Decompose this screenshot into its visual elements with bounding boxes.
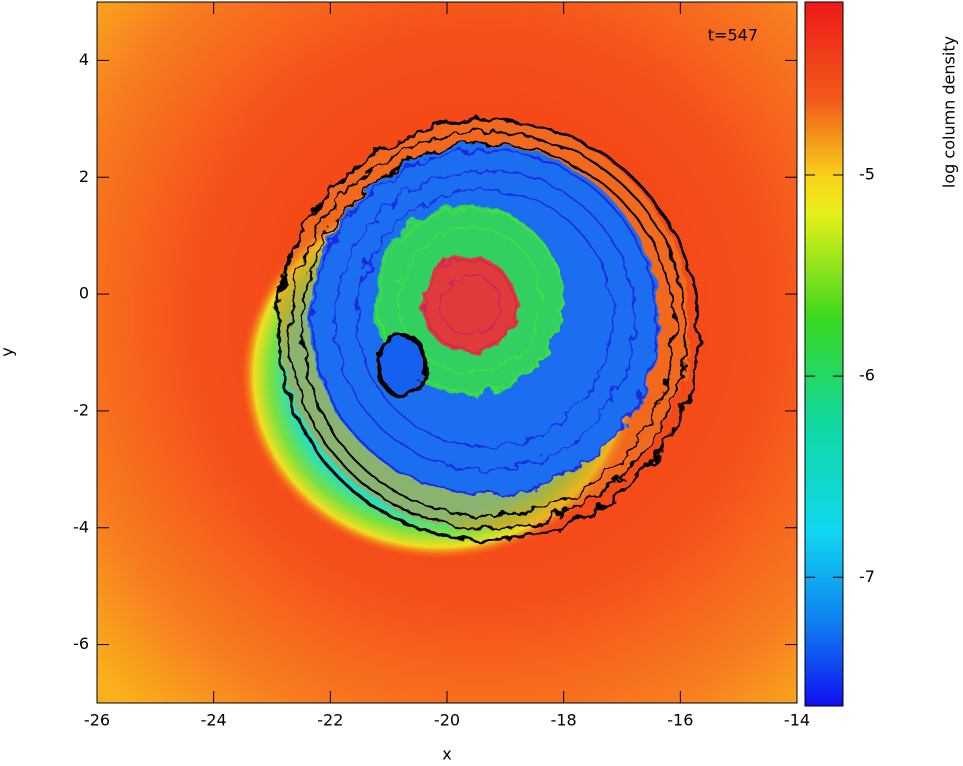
y-tick-label: -4	[73, 517, 89, 536]
density-image	[97, 2, 797, 703]
x-tick-label: -22	[317, 711, 343, 730]
y-axis-label: y	[0, 347, 17, 356]
x-tick-label: -14	[784, 711, 810, 730]
y-tick-label: -2	[73, 400, 89, 419]
x-tick-label: -26	[84, 711, 110, 730]
contours	[276, 118, 700, 542]
x-axis-label: x	[442, 745, 451, 764]
y-tick-label: 2	[79, 167, 89, 186]
y-tick-label: -6	[73, 634, 89, 653]
colorbar-tick-label: -7	[859, 567, 875, 586]
colorbar-label: log column density	[940, 36, 959, 188]
y-tick-label: 4	[79, 50, 89, 69]
colorbar-tick-label: -5	[859, 164, 875, 183]
colorbar-tick-label: -6	[859, 366, 875, 385]
x-tick-label: -18	[551, 711, 577, 730]
annotation: t=547	[708, 26, 758, 45]
x-tick-label: -24	[201, 711, 227, 730]
colorbar	[804, 1, 844, 707]
x-tick-label: -16	[667, 711, 693, 730]
x-tick-label: -20	[434, 711, 460, 730]
y-tick-label: 0	[79, 284, 89, 303]
